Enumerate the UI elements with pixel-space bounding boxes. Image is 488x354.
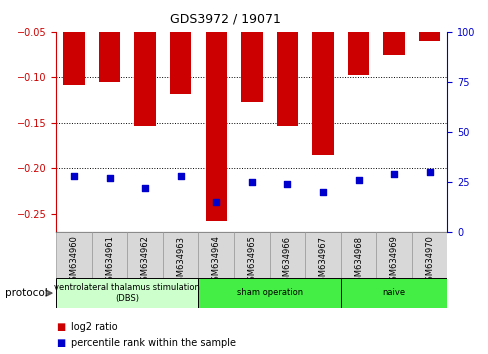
Bar xyxy=(170,0,191,94)
Text: GSM634960: GSM634960 xyxy=(69,235,79,286)
Bar xyxy=(56,232,92,278)
Bar xyxy=(347,0,368,75)
Text: GSM634964: GSM634964 xyxy=(211,235,220,286)
Bar xyxy=(383,0,404,55)
Bar xyxy=(163,232,198,278)
Text: GSM634967: GSM634967 xyxy=(318,235,327,286)
Point xyxy=(141,185,149,191)
Bar xyxy=(63,0,84,85)
Point xyxy=(283,181,291,187)
Point xyxy=(70,173,78,179)
Text: GSM634962: GSM634962 xyxy=(141,235,149,286)
Bar xyxy=(276,0,298,126)
Point xyxy=(177,173,184,179)
Text: naive: naive xyxy=(382,289,405,297)
Point xyxy=(425,169,433,175)
Text: GSM634970: GSM634970 xyxy=(424,235,433,286)
Text: GSM634961: GSM634961 xyxy=(105,235,114,286)
Text: ■: ■ xyxy=(56,322,65,332)
Text: protocol: protocol xyxy=(5,288,47,298)
Bar xyxy=(411,232,447,278)
Bar xyxy=(340,278,447,308)
Text: GSM634968: GSM634968 xyxy=(353,235,362,286)
Point xyxy=(105,175,113,181)
Text: sham operation: sham operation xyxy=(236,289,302,297)
Bar xyxy=(99,0,120,82)
Text: ventrolateral thalamus stimulation
(DBS): ventrolateral thalamus stimulation (DBS) xyxy=(54,283,200,303)
Bar xyxy=(234,232,269,278)
Bar xyxy=(92,232,127,278)
Bar xyxy=(198,232,234,278)
Bar xyxy=(269,232,305,278)
Text: GSM634963: GSM634963 xyxy=(176,235,185,286)
Text: GSM634965: GSM634965 xyxy=(247,235,256,286)
Bar xyxy=(418,0,439,41)
Bar xyxy=(198,278,340,308)
Point xyxy=(247,179,255,185)
Point xyxy=(318,189,326,195)
Bar xyxy=(56,278,198,308)
Bar xyxy=(127,232,163,278)
Bar xyxy=(241,0,262,102)
Text: log2 ratio: log2 ratio xyxy=(71,322,117,332)
Text: GSM634969: GSM634969 xyxy=(389,235,398,286)
Bar xyxy=(205,0,226,221)
Point xyxy=(389,171,397,177)
Bar xyxy=(134,0,156,126)
Point xyxy=(354,177,362,183)
Text: percentile rank within the sample: percentile rank within the sample xyxy=(71,338,235,348)
Text: GSM634966: GSM634966 xyxy=(283,235,291,286)
Bar xyxy=(376,232,411,278)
Bar xyxy=(305,232,340,278)
Text: GDS3972 / 19071: GDS3972 / 19071 xyxy=(169,12,280,25)
Bar xyxy=(312,0,333,155)
Text: ■: ■ xyxy=(56,338,65,348)
Point xyxy=(212,199,220,205)
Bar xyxy=(340,232,376,278)
